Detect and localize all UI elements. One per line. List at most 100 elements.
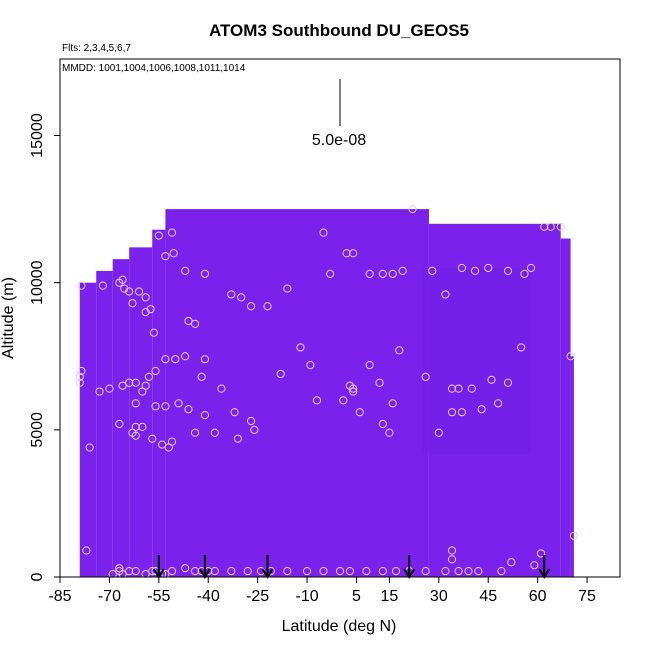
observation-point-123 xyxy=(118,569,127,579)
observation-point-104 xyxy=(470,266,480,276)
observation-point-39 xyxy=(184,316,193,326)
observation-point-142 xyxy=(302,567,312,576)
observation-point-152 xyxy=(454,567,463,576)
observation-point-59 xyxy=(184,405,193,414)
x-tick-label-7: 15 xyxy=(381,588,399,605)
observation-point-103 xyxy=(457,263,466,273)
observation-point-28 xyxy=(349,249,358,258)
field-dark-patch xyxy=(422,267,532,454)
observation-point-117 xyxy=(447,546,457,555)
observation-point-95 xyxy=(487,375,496,384)
observation-point-41 xyxy=(171,355,180,364)
observation-point-83 xyxy=(365,360,374,370)
observation-point-57 xyxy=(161,402,170,411)
field-column-5 xyxy=(165,209,429,577)
observation-point-109 xyxy=(540,222,549,231)
observation-point-47 xyxy=(131,378,140,387)
observation-point-10 xyxy=(146,305,155,314)
observation-point-37 xyxy=(200,355,210,364)
observation-point-25 xyxy=(306,360,315,370)
field-column-7 xyxy=(560,238,571,577)
observation-point-27 xyxy=(342,249,351,258)
x-tick-label-6: 5 xyxy=(352,588,361,605)
field-column-1 xyxy=(96,270,113,577)
observation-point-31 xyxy=(388,269,397,278)
x-tick-label-4: -25 xyxy=(246,588,269,605)
scale-bar-label: 5.0e-08 xyxy=(312,132,366,149)
observation-point-119 xyxy=(82,546,91,555)
observation-point-61 xyxy=(210,428,219,437)
observation-point-153 xyxy=(464,567,473,576)
observation-point-74 xyxy=(115,419,124,429)
observation-point-86 xyxy=(385,428,394,437)
observation-point-56 xyxy=(151,402,160,411)
observation-point-108 xyxy=(526,263,536,273)
observation-point-30 xyxy=(378,269,387,278)
observation-point-69 xyxy=(148,434,157,443)
observation-point-46 xyxy=(138,387,147,396)
field-column-0 xyxy=(79,282,97,577)
y-tick-label-0: 0 xyxy=(29,572,46,581)
observation-point-44 xyxy=(144,372,154,381)
observation-point-18 xyxy=(227,290,236,299)
observation-point-102 xyxy=(441,290,450,299)
x-tick-label-3: -40 xyxy=(197,588,220,605)
observation-point-80 xyxy=(349,384,358,393)
field-column-3 xyxy=(129,247,153,577)
observation-point-101 xyxy=(428,266,437,276)
observation-point-24 xyxy=(296,343,305,352)
observation-point-110 xyxy=(546,222,555,231)
observation-point-19 xyxy=(237,293,246,302)
observation-point-105 xyxy=(484,263,493,273)
observation-point-34 xyxy=(276,369,285,379)
observation-point-11 xyxy=(149,328,158,337)
observation-point-33 xyxy=(408,205,417,214)
observation-point-21 xyxy=(263,302,272,311)
observation-point-141 xyxy=(283,567,292,576)
observation-point-148 xyxy=(391,567,401,576)
observation-point-155 xyxy=(497,567,506,576)
observation-point-116 xyxy=(507,558,516,567)
x-axis: -85 -70 -55 -40 -25 -10 5 15 30 45 60 75 xyxy=(48,577,596,605)
x-tick-label-5: -10 xyxy=(295,588,318,605)
observation-point-120 xyxy=(108,569,117,579)
observation-point-64 xyxy=(233,434,242,443)
observation-point-43 xyxy=(151,366,160,376)
observation-point-58 xyxy=(174,399,183,408)
observation-point-35 xyxy=(217,384,226,393)
observation-point-53 xyxy=(75,378,84,387)
flights-label: Flts: 2,3,4,5,6,7 xyxy=(62,43,131,54)
observation-point-48 xyxy=(125,378,134,387)
observation-point-144 xyxy=(335,567,345,576)
observation-point-38 xyxy=(181,352,190,361)
observation-point-13 xyxy=(169,249,178,258)
observation-point-62 xyxy=(250,425,259,434)
x-tick-label-9: 45 xyxy=(479,588,497,605)
observation-point-94 xyxy=(477,405,486,414)
observation-point-124 xyxy=(125,567,134,576)
y-axis: 0 5000 10000 15000 xyxy=(29,113,60,581)
observation-point-15 xyxy=(167,228,177,237)
x-tick-label-11: 75 xyxy=(578,588,596,605)
observation-point-67 xyxy=(164,443,173,452)
observation-points xyxy=(75,205,578,579)
observation-point-99 xyxy=(447,384,457,393)
observation-point-125 xyxy=(131,567,140,576)
observation-point-54 xyxy=(95,387,104,396)
observation-point-7 xyxy=(134,287,144,296)
observation-point-88 xyxy=(395,346,404,355)
observation-point-77 xyxy=(312,396,322,405)
observation-point-91 xyxy=(447,408,457,417)
observation-point-12 xyxy=(161,252,170,261)
observation-point-154 xyxy=(474,567,483,576)
observation-point-131 xyxy=(167,567,177,576)
x-tick-label-2: -55 xyxy=(147,588,170,605)
observation-point-87 xyxy=(388,399,397,408)
observation-point-63 xyxy=(246,416,256,426)
observation-point-106 xyxy=(503,266,513,276)
observation-point-150 xyxy=(421,567,430,576)
observation-point-136 xyxy=(210,567,219,576)
observation-point-6 xyxy=(128,299,137,308)
x-tick-label-0: -85 xyxy=(48,588,71,605)
observation-point-29 xyxy=(365,269,374,278)
